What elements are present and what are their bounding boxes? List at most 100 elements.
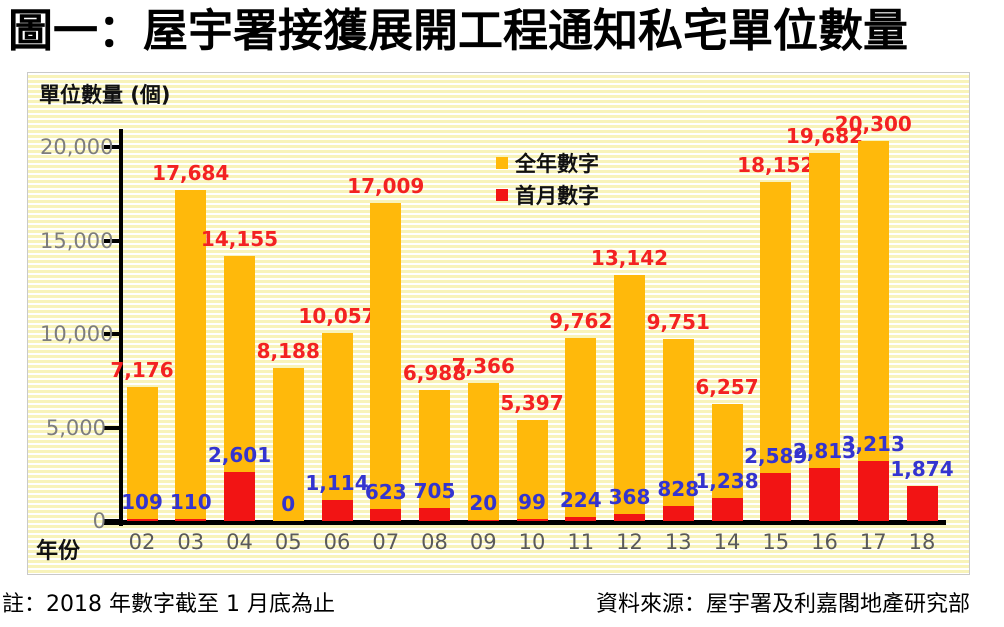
value-label-annual-08: 6,988 — [402, 361, 467, 385]
year-label-07: 07 — [372, 530, 400, 554]
value-label-annual-17: 20,300 — [834, 112, 912, 136]
value-label-first-month-04: 2,601 — [207, 443, 272, 467]
y-tick-label-10000: 10,000 — [40, 322, 114, 346]
year-label-13: 13 — [664, 530, 692, 554]
value-label-first-month-06: 1,114 — [305, 471, 369, 495]
bar-first-month-10 — [516, 519, 548, 521]
y-axis-title: 單位數量 (個) — [39, 83, 171, 107]
value-label-first-month-12: 368 — [608, 485, 651, 509]
bar-first-month-14 — [711, 498, 743, 521]
page-title: 圖一：屋宇署接獲展開工程通知私宅單位數量 — [8, 4, 909, 57]
chart-panel: 單位數量 (個) 全年數字 首月數字 20,000 15,000 10,000 5,0… — [27, 72, 970, 575]
year-label-05: 05 — [274, 530, 302, 554]
bar-first-month-04 — [224, 472, 255, 521]
year-label-04: 04 — [226, 530, 253, 554]
value-label-annual-05: 8,188 — [256, 339, 320, 363]
bar-first-month-02 — [126, 519, 158, 521]
value-label-first-month-15: 2,589 — [744, 444, 808, 468]
legend-item-annual: 全年數字 — [496, 149, 599, 176]
value-label-first-month-11: 224 — [559, 488, 602, 512]
legend: 全年數字 首月數字 — [496, 149, 599, 213]
data-source: 資料來源：屋宇署及利嘉閣地產研究部 — [595, 592, 970, 617]
value-label-first-month-18: 1,874 — [890, 457, 954, 481]
value-label-first-month-16: 2,813 — [792, 439, 857, 463]
plot-area: 20,000 15,000 10,000 5,000 0 7,176 109 02 17,684… — [28, 73, 969, 574]
year-label-14: 14 — [713, 530, 741, 554]
y-tick-label-15000: 15,000 — [40, 228, 114, 253]
bar-first-month-06 — [321, 500, 353, 521]
value-label-first-month-09: 20 — [469, 491, 498, 515]
value-label-first-month-17: 3,213 — [841, 432, 905, 456]
bar-first-month-18 — [906, 486, 938, 521]
y-tick-label-0: 0 — [92, 509, 106, 533]
bar-annual-06 — [321, 333, 353, 521]
bar-annual-05 — [272, 368, 304, 521]
bar-annual-15 — [760, 182, 792, 521]
value-label-annual-14: 6,257 — [695, 375, 759, 399]
value-label-annual-02: 7,176 — [110, 358, 174, 382]
year-label-11: 11 — [567, 530, 595, 554]
y-tick-0 — [104, 519, 119, 523]
y-tick-15000 — [104, 238, 119, 243]
y-tick-20000 — [104, 145, 119, 149]
bar-annual-07 — [370, 203, 402, 521]
bar-first-month-17 — [857, 461, 889, 521]
value-label-first-month-13: 828 — [657, 477, 700, 501]
value-label-annual-10: 5,397 — [500, 391, 564, 415]
year-label-02: 02 — [128, 530, 156, 554]
value-label-first-month-14: 1,238 — [695, 469, 759, 493]
bar-annual-02 — [126, 387, 158, 521]
year-label-15: 15 — [762, 530, 790, 554]
value-label-annual-07: 17,009 — [347, 174, 425, 198]
value-label-first-month-03: 110 — [169, 490, 212, 514]
x-axis-line — [104, 520, 946, 525]
bar-annual-09 — [467, 383, 499, 521]
bar-annual-12 — [614, 275, 645, 521]
value-label-first-month-10: 99 — [518, 490, 546, 514]
value-label-first-month-08: 705 — [413, 479, 456, 503]
bar-annual-10 — [516, 420, 548, 521]
bar-annual-16 — [809, 153, 840, 521]
bar-first-month-12 — [614, 514, 645, 521]
bar-first-month-08 — [419, 508, 450, 521]
value-label-annual-09: 7,366 — [451, 354, 515, 378]
value-label-annual-03: 17,684 — [152, 161, 230, 185]
year-label-06: 06 — [323, 530, 351, 554]
bar-first-month-11 — [565, 517, 597, 521]
value-label-annual-11: 9,762 — [549, 309, 613, 333]
value-label-annual-16: 19,682 — [785, 124, 864, 148]
bar-annual-11 — [565, 338, 597, 521]
value-label-annual-13: 9,751 — [646, 310, 710, 334]
year-label-03: 03 — [177, 530, 205, 554]
bar-first-month-16 — [809, 468, 840, 521]
bar-first-month-07 — [370, 509, 402, 521]
bar-annual-03 — [175, 190, 207, 521]
value-label-annual-15: 18,152 — [737, 153, 815, 177]
bar-annual-17 — [857, 141, 889, 521]
bar-first-month-15 — [760, 473, 792, 521]
legend-label-first-month: 首月數字 — [515, 183, 599, 208]
y-axis-line — [119, 129, 123, 526]
bar-annual-13 — [662, 339, 694, 521]
bar-annual-08 — [419, 390, 450, 521]
year-label-08: 08 — [421, 530, 448, 554]
year-label-17: 17 — [859, 530, 887, 554]
y-tick-label-5000: 5,000 — [45, 415, 106, 440]
value-label-annual-06: 10,057 — [298, 304, 376, 328]
year-label-12: 12 — [616, 530, 643, 554]
bar-first-month-03 — [175, 519, 207, 521]
year-label-09: 09 — [469, 530, 497, 554]
first-month-series-swatch-icon — [496, 188, 508, 201]
value-label-annual-12: 13,142 — [590, 246, 669, 270]
legend-label-annual: 全年數字 — [515, 151, 599, 176]
x-axis-title: 年份 — [36, 539, 81, 564]
annual-series-swatch-icon — [496, 156, 508, 169]
value-label-first-month-07: 623 — [364, 480, 407, 504]
y-tick-label-20000: 20,000 — [40, 135, 114, 159]
y-tick-5000 — [104, 425, 119, 430]
bar-first-month-13 — [662, 506, 694, 521]
value-label-annual-04: 14,155 — [200, 227, 279, 251]
bar-first-month-09 — [467, 520, 499, 521]
footnote: 註：2018 年數字截至 1 月底為止 — [2, 592, 335, 617]
legend-item-first-month: 首月數字 — [496, 181, 599, 208]
